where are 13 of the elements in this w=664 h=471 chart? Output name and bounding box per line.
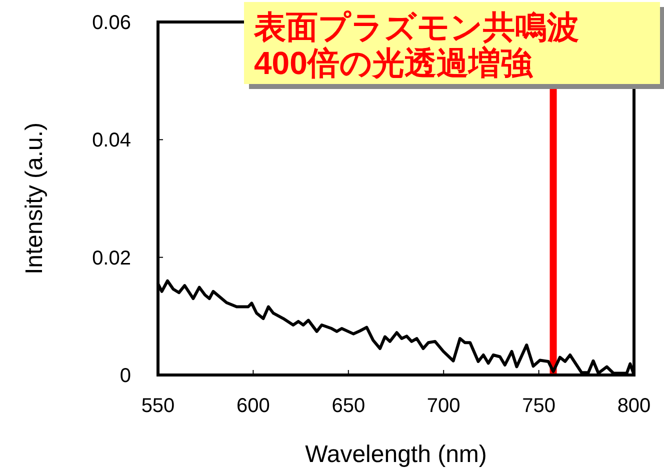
y-tick-label: 0.02: [92, 247, 131, 270]
x-tick-label: 700: [426, 395, 460, 417]
y-axis-title: Intensity (a.u.): [21, 122, 48, 275]
y-tick-label: 0.06: [92, 12, 131, 34]
x-axis-title: Wavelength (nm): [305, 441, 487, 468]
y-tick-label: 0.04: [92, 130, 131, 152]
x-tick-label: 600: [236, 395, 270, 417]
annotation: 表面プラズモン共鳴波 400倍の光透過増強: [253, 9, 579, 81]
x-tick-label: 800: [617, 395, 651, 417]
x-tick-label: 750: [522, 395, 556, 417]
x-tick-label: 550: [141, 395, 175, 417]
x-tick-label: 650: [332, 395, 366, 417]
y-tick-label: 0: [120, 365, 131, 387]
